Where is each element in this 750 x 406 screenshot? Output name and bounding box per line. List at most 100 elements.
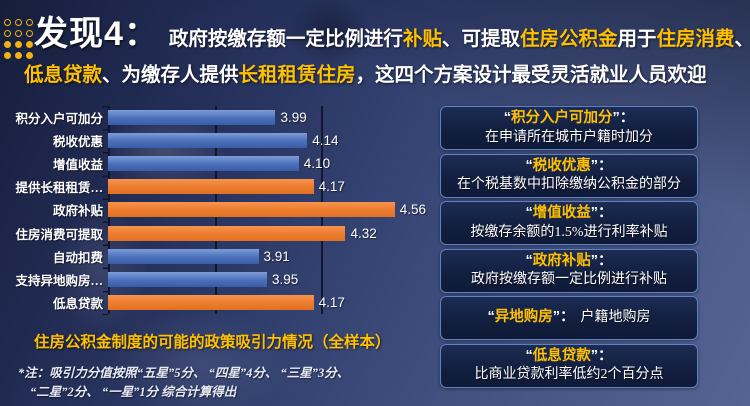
bar-track: 4.17 [108, 291, 426, 314]
info-box-desc: 在申请所在城市户籍时加分 [485, 129, 653, 145]
value-label: 4.17 [318, 294, 345, 310]
axis-ticks [103, 106, 108, 315]
value-label: 3.99 [280, 110, 307, 126]
info-box-line: “异地购房”： 户籍地购房 [488, 308, 651, 328]
info-box: “低息贷款”： 比商业贷款利率低约2个百分点 [440, 343, 698, 388]
value-label: 4.14 [312, 133, 339, 149]
category-label: 住房消费可提取 [15, 227, 103, 242]
info-box-term-part: “ [525, 157, 533, 174]
chart-note-line2: “二星”2分、 “一星”1分 综合计算得出 [30, 384, 237, 399]
dot-icon [15, 41, 22, 48]
title-segment: 长租租赁住房 [238, 64, 356, 86]
bar [108, 179, 314, 195]
dot-icon [26, 52, 33, 59]
chart-title: 住房公积金制度的可能的政策吸引力情况（全样本） [34, 334, 391, 351]
title-line1-text: 政府按缴存额一定比例进行补贴、可提取住房公积金用于住房消费、 [169, 22, 750, 51]
title-segment: 住房消费 [656, 28, 735, 50]
value-label: 3.95 [272, 271, 299, 287]
info-box-term: “税收优惠”： [526, 157, 613, 177]
bar-chart: 积分入户可加分 3.99 税收优惠 4.14 增值收益 4.10 提供长租租赁… 4.17 政府… [14, 106, 426, 402]
info-box-term-part: “ [525, 347, 533, 364]
chart-row: 低息贷款 4.17 [14, 291, 426, 314]
bar [108, 133, 308, 149]
value-label: 4.17 [318, 179, 345, 195]
info-box: “异地购房”： 户籍地购房 [440, 296, 698, 340]
info-box: “政府补贴”： 政府按缴存额一定比例进行补贴 [440, 248, 698, 293]
title-segment: 补贴 [402, 28, 442, 50]
category-label: 提供长租租赁… [15, 181, 103, 196]
info-box-desc: 在个税基数中扣除缴纳公积金的部分 [457, 177, 681, 193]
chart-row: 住房消费可提取 4.32 [14, 221, 426, 244]
info-box-term-part: “ [487, 309, 495, 326]
info-box-term: “异地购房”： [488, 308, 575, 328]
info-box-term: “政府补贴”： [526, 252, 613, 272]
dot-icon [15, 30, 22, 37]
finding-number: 发现4： [34, 15, 159, 53]
chart-row: 政府补贴 4.56 [14, 198, 426, 221]
bar-track: 4.10 [108, 152, 426, 175]
info-box-term-part: 异地购房 [494, 309, 553, 326]
dot-icon [15, 19, 22, 26]
info-box-term: “低息贷款”： [526, 347, 613, 367]
dot-icon [4, 41, 11, 48]
info-box: “税收优惠”： 在个税基数中扣除缴纳公积金的部分 [440, 153, 698, 198]
info-box-term-part: ： [598, 157, 613, 174]
info-box-term-part: ” [590, 252, 598, 269]
bar [108, 156, 299, 172]
info-box-term-part: ： [598, 252, 613, 269]
dot-icon [26, 30, 33, 37]
info-box-term-part: 政府补贴 [532, 252, 591, 269]
value-label: 4.10 [303, 156, 331, 172]
bar-track: 4.14 [108, 129, 426, 152]
info-box-term-part: ” [612, 110, 620, 127]
info-box-desc: 比商业贷款利率低约2个百分点 [474, 367, 664, 383]
info-box-term-part: ” [590, 205, 598, 222]
bar-track: 3.95 [108, 268, 426, 291]
bar-track: 3.99 [108, 106, 426, 129]
dot-icon [26, 19, 33, 26]
value-label: 4.56 [399, 202, 426, 218]
info-panel: “积分入户可加分”： 在申请所在城市户籍时加分 “税收优惠”： 在个税基数中扣除缴纳公… [440, 106, 698, 388]
info-box-term-part: “ [525, 252, 533, 269]
category-label: 低息贷款 [52, 296, 103, 311]
category-label: 税收优惠 [52, 135, 103, 150]
dot-icon [26, 41, 33, 48]
info-box-term-part: ： [598, 205, 613, 222]
title-segment: 低息贷款 [24, 64, 103, 86]
dot-icon [4, 19, 11, 26]
chart-note-line1: *注：吸引力分值按照“五星”5分、 “四星”4分、 “三星”3分、 [18, 366, 350, 380]
category-label: 自动扣费 [52, 250, 103, 265]
chart-row: 税收优惠 4.14 [14, 129, 426, 152]
info-box-term-part: 低息贷款 [532, 347, 591, 364]
bar [108, 248, 259, 264]
title-segment: 、 [735, 28, 750, 50]
title-segment: 政府按缴存额一定比例进行 [168, 28, 403, 50]
info-box: “积分入户可加分”： 在申请所在城市户籍时加分 [440, 106, 698, 150]
info-box-term-part: 税收优惠 [532, 157, 591, 174]
title-segment: 住房公积金 [519, 28, 618, 50]
chart-row: 积分入户可加分 3.99 [14, 106, 426, 129]
header: 发现4： 政府按缴存额一定比例进行补贴、可提取住房公积金用于住房消费、 低息贷款… [24, 6, 750, 87]
bar-track: 3.91 [108, 245, 426, 268]
info-box-term-part: ” [590, 157, 598, 174]
category-label: 支持异地购房… [15, 273, 103, 288]
info-box-term-part: ： [598, 347, 613, 364]
info-box-term: “积分入户可加分”： [504, 109, 635, 129]
info-box-term-part: “ [525, 205, 533, 222]
chart-row: 自动扣费 3.91 [14, 245, 426, 268]
info-box-term: “增值收益”： [526, 204, 613, 224]
title-segment: 、可提取 [441, 28, 520, 50]
bar [108, 225, 346, 241]
dot-icon [4, 30, 11, 37]
bar-track: 4.56 [108, 198, 426, 221]
chart-note: *注：吸引力分值按照“五星”5分、 “四星”4分、 “三星”3分、 “二星”2分… [14, 364, 426, 402]
bar-track: 4.32 [108, 221, 426, 244]
info-box-term-part: 增值收益 [532, 205, 591, 222]
bar [108, 271, 267, 287]
chart-row: 提供长租租赁… 4.17 [14, 175, 426, 198]
bar [108, 110, 276, 126]
dot-icon [15, 52, 22, 59]
info-box-desc: 政府按缴存额一定比例进行补贴 [471, 272, 667, 288]
value-label: 4.32 [350, 225, 377, 241]
